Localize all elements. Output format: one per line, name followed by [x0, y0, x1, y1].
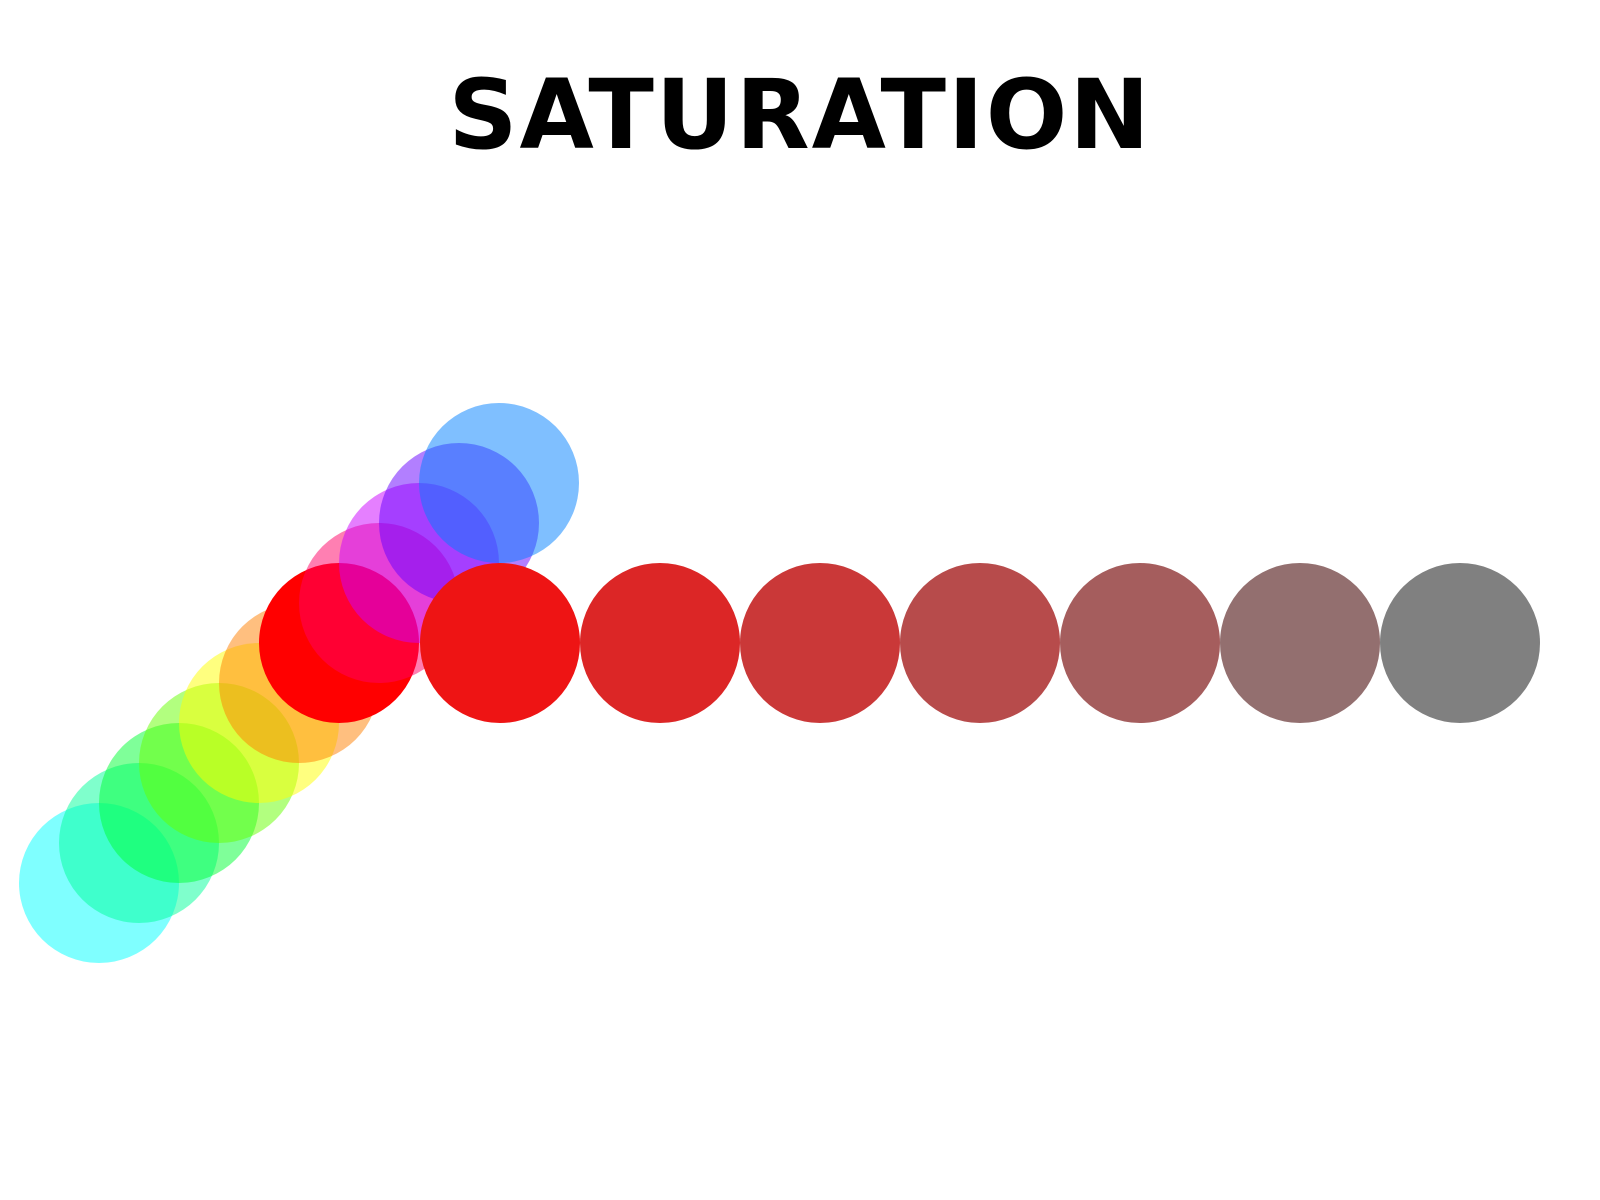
saturation-step-circle-1 — [420, 563, 580, 723]
hue-circle-group — [19, 403, 579, 963]
saturation-step-circle-6 — [1220, 563, 1380, 723]
desaturation-circle-group — [420, 563, 1540, 723]
saturation-step-circle-5 — [1060, 563, 1220, 723]
hue-circle-11 — [419, 403, 579, 563]
saturation-step-circle-3 — [740, 563, 900, 723]
page-title: SATURATION — [448, 59, 1152, 171]
saturation-step-circle-2 — [580, 563, 740, 723]
saturation-step-circle-7 — [1380, 563, 1540, 723]
saturation-step-circle-4 — [900, 563, 1060, 723]
